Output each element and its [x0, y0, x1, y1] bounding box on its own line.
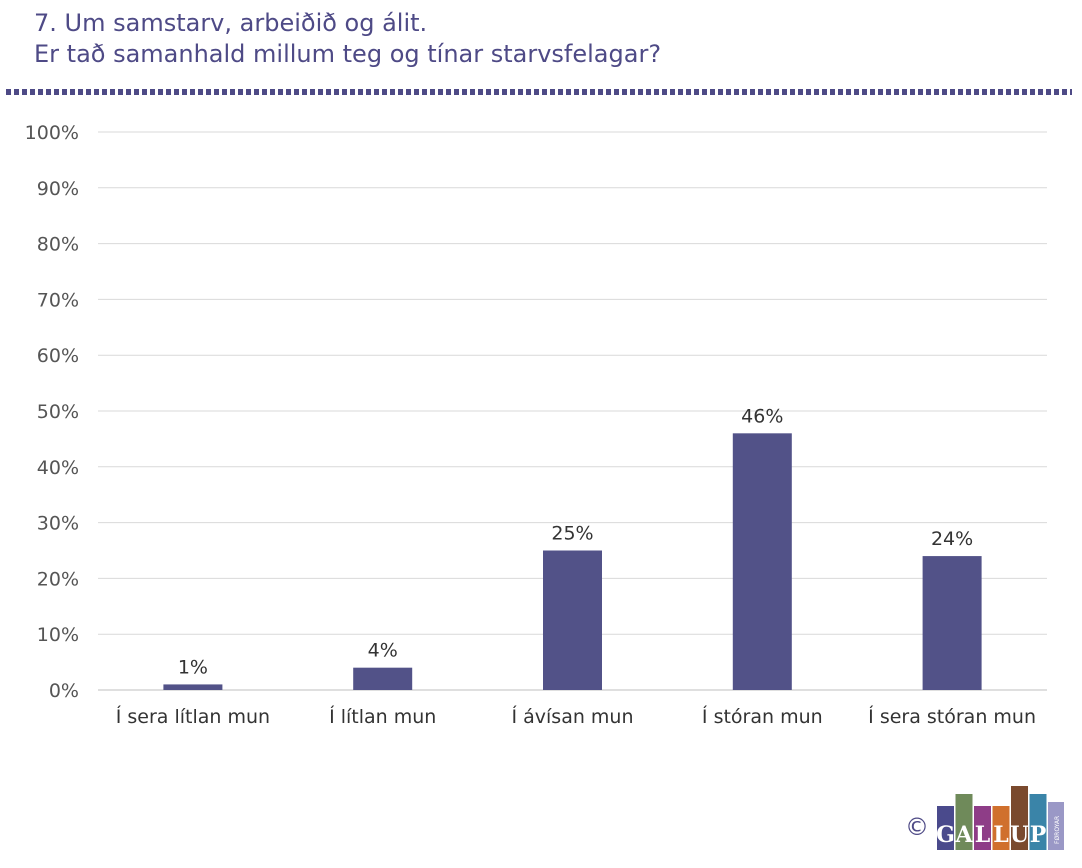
bar: [163, 684, 223, 690]
logo-letter: A: [954, 822, 973, 848]
x-tick-label: Í lítlan mun: [329, 705, 436, 728]
data-label: 25%: [551, 523, 593, 545]
logo-letter: L: [975, 822, 990, 848]
y-tick-label: 20%: [37, 568, 79, 590]
y-tick-label: 80%: [37, 234, 79, 256]
x-tick-label: Í stóran mun: [702, 705, 823, 728]
logo-block: [992, 806, 1010, 850]
logo-tail-block: [1048, 802, 1064, 850]
logo-block: [974, 806, 991, 850]
data-label: 24%: [931, 528, 973, 550]
y-tick-label: 10%: [37, 624, 79, 646]
logo-subtitle: FØROYAR: [1054, 816, 1061, 844]
chart-title: 7. Um samstarv, arbeiðið og álit. Er tað…: [34, 8, 661, 70]
y-tick-label: 90%: [37, 178, 79, 200]
x-tick-label: Í sera lítlan mun: [116, 705, 270, 728]
data-label: 1%: [178, 656, 208, 678]
logo-letter: P: [1030, 822, 1047, 848]
bar: [353, 667, 413, 690]
bar: [543, 550, 602, 690]
logo-letter: U: [1010, 822, 1029, 848]
y-tick-label: 100%: [25, 122, 79, 144]
copyright-symbol: ©: [905, 813, 929, 841]
dotted-divider: [6, 89, 1072, 95]
logo-letter: L: [993, 822, 1008, 848]
data-label: 46%: [741, 405, 783, 427]
y-tick-label: 30%: [37, 513, 79, 535]
chart-title-line-1: 7. Um samstarv, arbeiðið og álit.: [34, 9, 428, 37]
logo-letter: G: [936, 822, 955, 848]
bar-chart: 0% 10% 20% 30% 40% 50% 60% 70% 80% 90% 100% 1% Í ser…: [25, 122, 1047, 728]
y-tick-label: 0%: [49, 680, 79, 702]
y-tick-label: 60%: [37, 345, 79, 367]
gallup-logo: G A L L U P FØROYAR: [936, 786, 1064, 850]
logo-block: [1029, 794, 1047, 850]
x-tick-label: Í ávísan mun: [511, 705, 633, 728]
y-tick-label: 50%: [37, 401, 79, 423]
chart-title-line-2: Er tað samanhald millum teg og tínar sta…: [34, 40, 662, 68]
logo-block: [1011, 786, 1028, 850]
data-label: 4%: [368, 640, 398, 662]
y-tick-label: 40%: [37, 457, 79, 479]
y-tick-label: 70%: [37, 289, 79, 311]
logo-block: [955, 794, 973, 850]
bar: [732, 433, 792, 690]
bar: [922, 556, 982, 690]
logo-block: [937, 806, 954, 850]
x-tick-label: Í sera stóran mun: [868, 705, 1036, 728]
